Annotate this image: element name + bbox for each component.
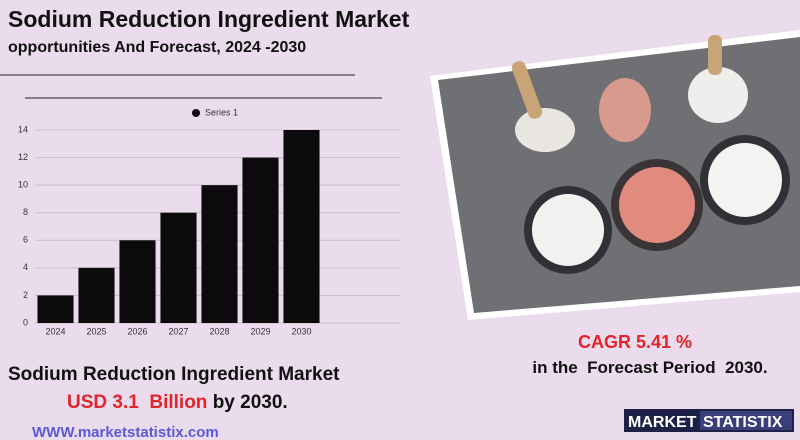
logo-part2: STATISTIX [703, 414, 783, 431]
logo-part1: MARKET [628, 414, 697, 431]
y-tick-label: 10 [18, 180, 28, 190]
bar [78, 267, 115, 323]
legend-marker [192, 109, 200, 117]
logo-box-accent [700, 411, 792, 430]
y-tick-label: 12 [18, 152, 28, 162]
y-tick-label: 6 [23, 235, 28, 245]
logo: MARKET STATISTIX [624, 409, 794, 432]
title: Sodium Reduction Ingredient Market [8, 6, 410, 32]
subtitle: opportunities And Forecast, 2024 -2030 [8, 39, 306, 56]
summary-line: Sodium Reduction Ingredient Market [8, 364, 340, 385]
x-tick-label: 2030 [291, 326, 311, 336]
cagr-period: in the Forecast Period 2030. [532, 358, 767, 377]
x-tick-label: 2025 [86, 326, 106, 336]
x-tick-label: 2026 [127, 326, 147, 336]
bar [201, 185, 238, 323]
y-tick-label: 0 [23, 317, 28, 327]
x-tick-label: 2029 [250, 326, 270, 336]
photo [430, 30, 800, 320]
bar [119, 240, 156, 323]
bar-chart: 0 2 4 6 8 10 12 14 Series 1 2024 2025 2026 2027 2028 2… [18, 107, 400, 336]
bar [242, 157, 279, 323]
cagr-label: CAGR 5.41 % [578, 332, 692, 352]
bar [160, 212, 197, 323]
summary-value: USD 3.1 Billion by 2030. [67, 392, 288, 413]
x-tick-label: 2027 [168, 326, 188, 336]
bar [283, 130, 320, 323]
x-tick-label: 2028 [209, 326, 229, 336]
website: WWW.marketstatistix.com [32, 424, 219, 440]
market-year: by 2030. [207, 392, 287, 413]
y-tick-label: 4 [23, 262, 28, 272]
y-tick-label: 14 [18, 124, 28, 134]
bar [37, 295, 74, 323]
market-value: USD 3.1 Billion [67, 392, 207, 413]
legend-label: Series 1 [205, 107, 238, 117]
x-tick-label: 2024 [45, 326, 65, 336]
y-tick-label: 8 [23, 207, 28, 217]
y-tick-label: 2 [23, 290, 28, 300]
